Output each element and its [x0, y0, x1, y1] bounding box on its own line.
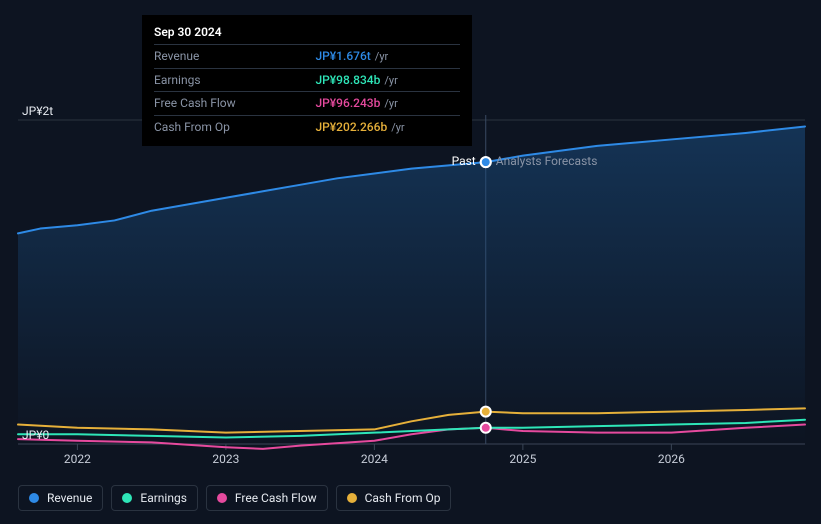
tooltip-date: Sep 30 2024	[154, 23, 460, 44]
legend-item-label: Earnings	[140, 491, 187, 505]
tooltip-row-value: JP¥202.266b	[315, 120, 387, 134]
legend-item-label: Cash From Op	[365, 491, 441, 505]
tooltip-row-label: Earnings	[154, 68, 315, 92]
chart-legend: Revenue Earnings Free Cash Flow Cash From O…	[18, 485, 451, 511]
legend-item-earnings[interactable]: Earnings	[111, 485, 198, 511]
x-axis-label: 2023	[212, 452, 239, 466]
tooltip-row-value: JP¥96.243b	[315, 96, 380, 110]
legend-item-revenue[interactable]: Revenue	[18, 485, 103, 511]
financials-chart: JP¥0 JP¥2t 2022 2023 2024 2025 2026 Past Analyst…	[0, 0, 821, 524]
tooltip-row-suffix: /yr	[371, 50, 388, 63]
x-axis-label: 2022	[64, 452, 91, 466]
legend-item-label: Revenue	[47, 491, 92, 505]
tooltip-row-value: JP¥98.834b	[315, 73, 380, 87]
y-axis-label: JP¥2t	[22, 104, 53, 118]
tooltip-row-label: Revenue	[154, 45, 315, 69]
legend-swatch-icon	[217, 493, 227, 503]
legend-swatch-icon	[122, 493, 132, 503]
x-axis-label: 2024	[361, 452, 388, 466]
x-axis-label: 2025	[509, 452, 536, 466]
y-axis-label: JP¥0	[22, 428, 49, 442]
legend-swatch-icon	[347, 493, 357, 503]
tooltip-row-suffix: /yr	[380, 74, 397, 87]
forecast-label: Analysts Forecasts	[496, 154, 598, 168]
tooltip-row-suffix: /yr	[387, 121, 404, 134]
legend-item-free-cash-flow[interactable]: Free Cash Flow	[206, 485, 328, 511]
past-label: Past	[426, 154, 476, 168]
legend-swatch-icon	[29, 493, 39, 503]
legend-item-cash-from-op[interactable]: Cash From Op	[336, 485, 452, 511]
tooltip-row-label: Cash From Op	[154, 115, 315, 138]
tooltip-row-suffix: /yr	[380, 97, 397, 110]
chart-tooltip: Sep 30 2024 Revenue JP¥1.676t/yr Earning…	[142, 15, 472, 146]
legend-item-label: Free Cash Flow	[235, 491, 317, 505]
tooltip-row-value: JP¥1.676t	[315, 49, 370, 63]
tooltip-row-label: Free Cash Flow	[154, 92, 315, 116]
x-axis-label: 2026	[658, 452, 685, 466]
